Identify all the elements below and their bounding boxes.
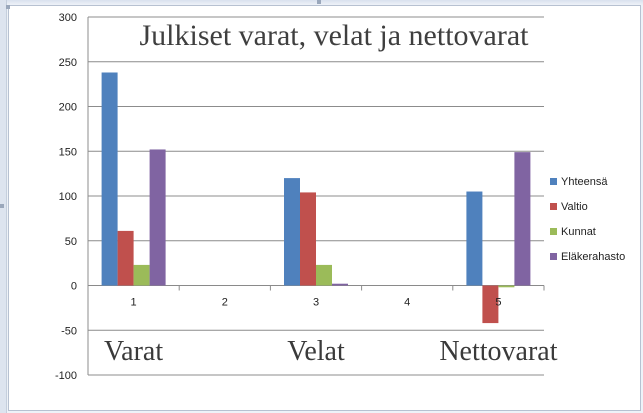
bar [332,283,348,286]
x-tick-label: 1 [131,297,137,309]
bar [133,264,150,286]
y-tick-label: -100 [55,370,77,382]
bar [482,285,499,324]
axes: 300 250 200 150 100 50 0 -50 -100 1 2 3 4 5 Varat Velat… [55,12,558,382]
x-tick-label: 5 [495,297,501,309]
y-tick-label: 100 [59,191,77,203]
bar [284,178,300,286]
legend-swatch [550,203,557,210]
bar [101,72,118,286]
chart-resize-handle[interactable] [0,204,4,208]
legend-label: Yhteensä [561,175,608,188]
x-tick-label: 2 [222,297,228,309]
y-tick-label: 250 [59,57,77,69]
legend-swatch [550,228,557,235]
bar [498,285,515,288]
bar [300,192,316,286]
chart-resize-handle[interactable] [317,0,321,4]
bar [117,230,134,286]
chart-title: Julkiset varat, velat ja nettovarat [139,19,529,52]
legend-label: Kunnat [561,225,596,238]
y-tick-label: 50 [65,236,77,248]
y-tick-label: -50 [61,325,77,337]
chart-area[interactable]: 300 250 200 150 100 50 0 -50 -100 1 2 3 4 5 Varat Velat… [8,5,641,411]
bars [101,72,531,324]
bar [316,264,332,286]
y-tick-label: 200 [59,102,77,114]
bar [514,152,531,286]
y-tick-label: 300 [59,12,77,24]
legend-label: Eläkerahasto [561,250,626,263]
group-label: Varat [104,336,163,367]
legend-swatch [550,253,557,260]
bar [149,149,166,286]
x-tick-label: 4 [404,297,410,309]
bar [466,191,483,286]
y-tick-label: 150 [59,146,77,158]
chart-resize-handle[interactable] [6,5,10,9]
x-tick-label: 3 [313,297,319,309]
group-label: Velat [287,336,345,367]
legend-swatch [550,178,557,185]
legend-item[interactable]: Kunnat [550,219,625,244]
legend-label: Valtio [561,200,588,213]
legend-item[interactable]: Valtio [550,194,625,219]
y-tick-label: 0 [71,281,77,293]
legend-item[interactable]: Eläkerahasto [550,244,625,269]
chart-plot: 300 250 200 150 100 50 0 -50 -100 1 2 3 4 5 Varat Velat… [55,12,558,382]
worksheet-top-edge [0,0,643,5]
chart-legend[interactable]: Yhteensä Valtio Kunnat Eläkerahasto [550,169,625,269]
legend-item[interactable]: Yhteensä [550,169,625,194]
group-label: Nettovarat [439,336,557,367]
